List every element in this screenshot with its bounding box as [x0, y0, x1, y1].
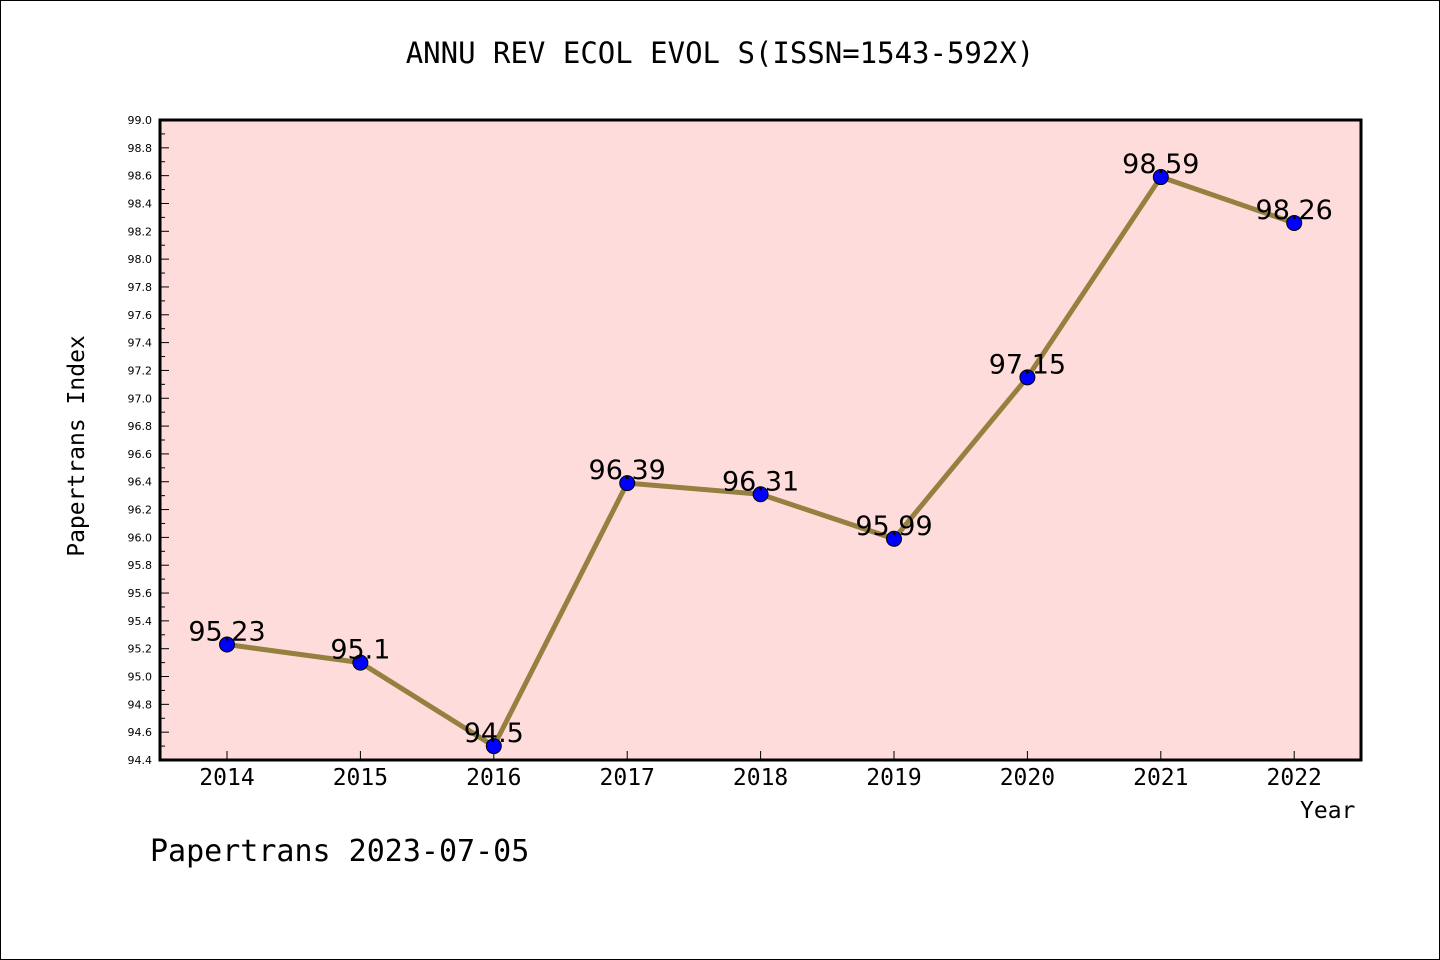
y-tick-label: 95.8 — [128, 559, 153, 572]
y-tick-label: 98.2 — [128, 225, 153, 238]
x-tick-label: 2016 — [466, 765, 521, 791]
data-label: 94.5 — [464, 718, 524, 749]
data-label: 96.31 — [722, 466, 799, 497]
y-tick-label: 98.8 — [128, 142, 153, 155]
y-tick-label: 96.6 — [128, 448, 153, 461]
y-tick-label: 99.0 — [128, 114, 153, 127]
data-point — [886, 530, 902, 547]
y-tick-label: 96.2 — [128, 504, 153, 517]
y-tick-label: 95.4 — [128, 615, 153, 628]
data-point — [485, 738, 502, 755]
x-axis-label: Year — [1300, 798, 1356, 824]
data-point — [1019, 369, 1036, 386]
y-tick-label: 94.8 — [128, 698, 153, 711]
footer-text: Papertrans 2023-07-05 — [150, 834, 530, 869]
data-point — [619, 475, 636, 492]
data-label: 95.1 — [330, 635, 390, 666]
y-tick-label: 97.6 — [128, 309, 153, 322]
data-point — [1286, 214, 1303, 231]
y-tick-label: 98.0 — [128, 253, 153, 266]
y-tick-label: 98.4 — [128, 197, 153, 210]
data-label: 98.26 — [1256, 195, 1333, 226]
data-label: 95.99 — [855, 511, 932, 542]
x-tick-label: 2017 — [600, 765, 655, 791]
data-label: 95.23 — [188, 617, 265, 648]
x-tick-label: 2020 — [1000, 765, 1055, 791]
plot-border — [158, 118, 1363, 762]
x-tick-label: 2015 — [333, 765, 388, 791]
data-label: 96.39 — [589, 455, 666, 486]
y-tick-label: 96.4 — [128, 476, 153, 489]
data-label: 98.59 — [1122, 149, 1199, 180]
y-tick-label: 97.0 — [128, 392, 153, 405]
data-point — [1152, 169, 1169, 186]
y-tick-label: 97.2 — [128, 364, 153, 377]
x-tick-label: 2021 — [1133, 765, 1188, 791]
plot-area — [160, 120, 1361, 760]
data-point — [352, 654, 369, 671]
y-tick-label: 94.6 — [128, 726, 153, 739]
chart-title: ANNU REV ECOL EVOL S(ISSN=1543-592X) — [405, 36, 1035, 70]
data-label: 97.15 — [989, 349, 1066, 380]
y-axis-label: Papertrans Index — [64, 335, 90, 557]
y-tick-label: 96.0 — [128, 531, 153, 544]
data-point — [219, 636, 235, 653]
x-tick-label: 2019 — [866, 765, 921, 791]
x-tick-label: 2022 — [1267, 765, 1322, 791]
y-tick-label: 97.4 — [128, 337, 153, 350]
data-point — [752, 486, 769, 503]
x-tick-label: 2014 — [199, 765, 254, 791]
y-tick-label: 97.8 — [128, 281, 153, 294]
y-tick-label: 95.6 — [128, 587, 153, 600]
y-tick-label: 95.0 — [128, 671, 153, 684]
y-tick-label: 94.4 — [128, 754, 153, 767]
y-tick-label: 98.6 — [128, 170, 153, 183]
y-tick-label: 95.2 — [128, 643, 153, 656]
x-tick-label: 2018 — [733, 765, 788, 791]
y-tick-label: 96.8 — [128, 420, 153, 433]
